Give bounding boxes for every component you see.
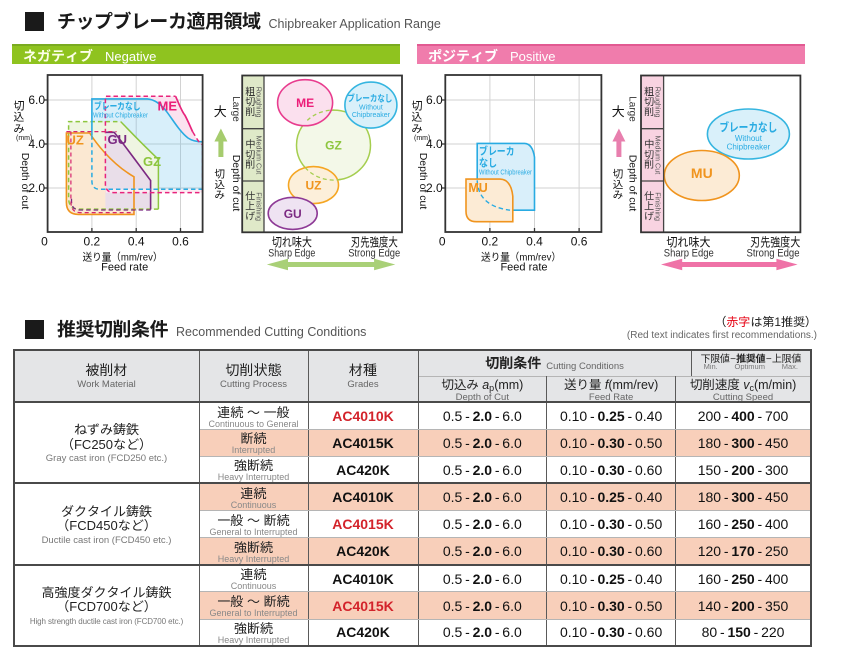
svg-text:Large: Large bbox=[627, 96, 642, 122]
svg-text:仕上げ: 仕上げ bbox=[243, 190, 258, 221]
svg-text:Without: Without bbox=[359, 102, 383, 112]
svg-text:2.0: 2.0 bbox=[28, 179, 45, 196]
svg-text:Finishing: Finishing bbox=[254, 192, 264, 221]
svg-text:刃先強度大: 刃先強度大 bbox=[750, 231, 800, 250]
svg-text:Depth of cut: Depth of cut bbox=[229, 155, 244, 212]
svg-text:0.6: 0.6 bbox=[172, 233, 189, 250]
svg-text:Chipbreaker: Chipbreaker bbox=[352, 110, 391, 120]
svg-text:ブレーカ: ブレーカ bbox=[479, 143, 515, 159]
svg-text:6.0: 6.0 bbox=[28, 91, 45, 108]
svg-text:切込み: 切込み bbox=[409, 100, 425, 133]
svg-text:中切削: 中切削 bbox=[243, 138, 258, 169]
svg-text:0.4: 0.4 bbox=[526, 233, 543, 250]
svg-text:Without: Without bbox=[735, 133, 763, 144]
svg-text:0.2: 0.2 bbox=[482, 233, 499, 250]
svg-text:Large: Large bbox=[230, 96, 245, 122]
svg-text:仕上げ: 仕上げ bbox=[642, 190, 657, 221]
svg-text:Medium Cut: Medium Cut bbox=[254, 135, 264, 174]
svg-text:ME: ME bbox=[158, 96, 178, 115]
svg-text:6.0: 6.0 bbox=[426, 91, 443, 108]
svg-text:Roughing: Roughing bbox=[652, 87, 662, 118]
svg-text:Without Chipbreaker: Without Chipbreaker bbox=[479, 168, 533, 178]
svg-text:大: 大 bbox=[214, 101, 227, 120]
svg-text:粗切削: 粗切削 bbox=[243, 85, 258, 116]
svg-text:ME: ME bbox=[296, 94, 314, 111]
svg-text:(mm): (mm) bbox=[16, 133, 32, 143]
svg-text:Feed rate: Feed rate bbox=[500, 258, 547, 274]
svg-text:刃先強度大: 刃先強度大 bbox=[351, 231, 398, 250]
svg-text:MU: MU bbox=[691, 163, 713, 183]
svg-text:0.2: 0.2 bbox=[84, 233, 101, 250]
svg-text:送り量（mm/rev）: 送り量（mm/rev） bbox=[481, 250, 561, 265]
svg-text:GZ: GZ bbox=[143, 151, 161, 170]
svg-text:0: 0 bbox=[439, 233, 446, 250]
svg-text:Feed rate: Feed rate bbox=[101, 258, 148, 274]
svg-text:Sharp Edge: Sharp Edge bbox=[664, 245, 714, 261]
svg-text:Strong Edge: Strong Edge bbox=[348, 245, 400, 261]
svg-text:UZ: UZ bbox=[306, 177, 322, 194]
svg-text:粗切削: 粗切削 bbox=[642, 85, 657, 116]
svg-text:ブレーカなし: ブレーカなし bbox=[94, 99, 141, 113]
svg-text:Without Chipbreaker: Without Chipbreaker bbox=[93, 110, 149, 120]
svg-text:Depth of cut: Depth of cut bbox=[626, 155, 641, 212]
svg-text:4.0: 4.0 bbox=[28, 135, 45, 152]
svg-text:なし: なし bbox=[479, 155, 497, 171]
svg-text:UZ: UZ bbox=[67, 130, 84, 149]
svg-text:(mm): (mm) bbox=[414, 133, 430, 143]
svg-text:Chipbreaker: Chipbreaker bbox=[727, 142, 771, 153]
svg-text:切れ味大: 切れ味大 bbox=[272, 231, 312, 250]
svg-text:Depth of cut: Depth of cut bbox=[416, 153, 431, 210]
svg-text:切込み: 切込み bbox=[611, 168, 626, 200]
svg-text:Finishing: Finishing bbox=[652, 192, 662, 221]
svg-text:GU: GU bbox=[108, 129, 128, 148]
svg-text:Depth of cut: Depth of cut bbox=[18, 153, 33, 210]
svg-text:大: 大 bbox=[612, 101, 625, 120]
svg-text:0.4: 0.4 bbox=[128, 233, 145, 250]
svg-text:MU: MU bbox=[468, 177, 487, 196]
svg-text:Medium Cut: Medium Cut bbox=[652, 135, 662, 174]
svg-text:切込み: 切込み bbox=[11, 100, 27, 133]
svg-text:0: 0 bbox=[41, 233, 48, 250]
svg-text:Sharp Edge: Sharp Edge bbox=[268, 245, 315, 261]
svg-text:ブレーカなし: ブレーカなし bbox=[347, 90, 392, 104]
svg-text:2.0: 2.0 bbox=[426, 179, 443, 196]
svg-text:Strong Edge: Strong Edge bbox=[747, 245, 800, 261]
svg-text:切込み: 切込み bbox=[212, 168, 227, 200]
svg-text:4.0: 4.0 bbox=[426, 135, 443, 152]
svg-text:ブレーカなし: ブレーカなし bbox=[719, 119, 777, 136]
svg-text:中切削: 中切削 bbox=[642, 138, 657, 169]
svg-text:送り量（mm/rev）: 送り量（mm/rev） bbox=[83, 250, 163, 265]
svg-text:0.6: 0.6 bbox=[571, 233, 588, 250]
svg-text:切れ味大: 切れ味大 bbox=[666, 231, 710, 250]
svg-text:GZ: GZ bbox=[325, 137, 342, 154]
svg-text:GU: GU bbox=[284, 205, 302, 222]
svg-text:Roughing: Roughing bbox=[254, 87, 264, 118]
